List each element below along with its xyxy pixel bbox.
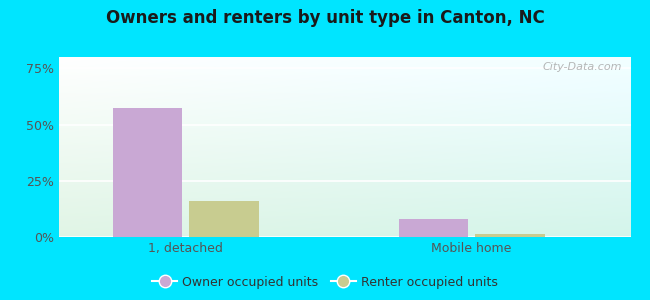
Text: Owners and renters by unit type in Canton, NC: Owners and renters by unit type in Canto… bbox=[105, 9, 545, 27]
Bar bbox=[398, 219, 469, 237]
Bar bbox=[188, 201, 259, 237]
Text: City-Data.com: City-Data.com bbox=[542, 62, 622, 72]
Legend: Owner occupied units, Renter occupied units: Owner occupied units, Renter occupied un… bbox=[148, 271, 502, 294]
Bar bbox=[474, 234, 545, 237]
Bar bbox=[112, 108, 183, 237]
